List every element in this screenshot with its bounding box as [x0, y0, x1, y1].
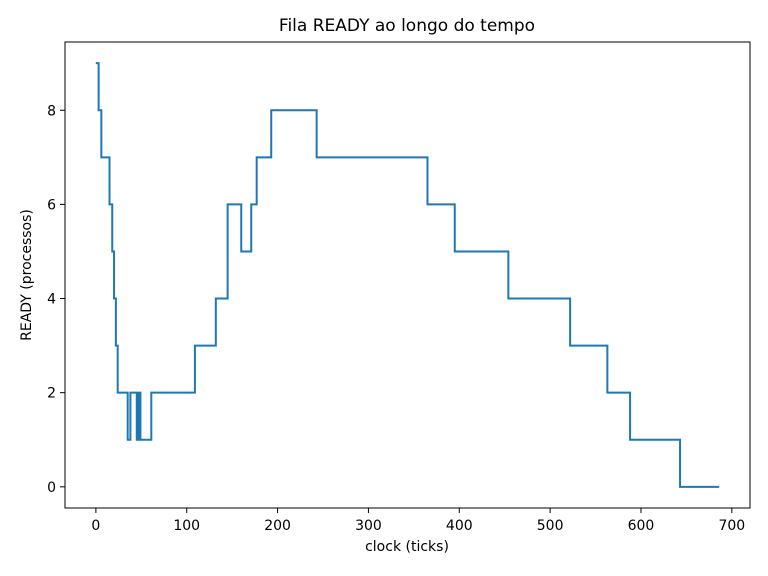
chart-title: Fila READY ao longo do tempo — [279, 16, 535, 36]
axes-frame — [64, 41, 751, 509]
x-axis-title: clock (ticks) — [365, 539, 449, 555]
ready-queue-series-line — [95, 62, 720, 488]
x-tick-label: 300 — [355, 518, 382, 534]
y-tick-label: 2 — [47, 386, 56, 402]
y-axis: 0 2 4 6 8 — [47, 103, 65, 496]
x-tick-label: 500 — [537, 518, 564, 534]
y-axis-title: READY (processos) — [19, 209, 35, 341]
y-tick-label: 0 — [47, 480, 56, 496]
y-tick-label: 4 — [47, 292, 56, 308]
x-tick-label: 0 — [91, 518, 100, 534]
x-tick-label: 200 — [264, 518, 291, 534]
x-tick-label: 100 — [173, 518, 200, 534]
y-tick-label: 6 — [47, 197, 56, 213]
plot-area — [95, 62, 720, 488]
y-tick-label: 8 — [47, 103, 56, 119]
x-tick-label: 400 — [446, 518, 473, 534]
x-tick-label: 600 — [628, 518, 655, 534]
x-tick-label: 700 — [718, 518, 745, 534]
x-axis: 0 100 200 300 400 500 600 700 — [91, 508, 745, 534]
